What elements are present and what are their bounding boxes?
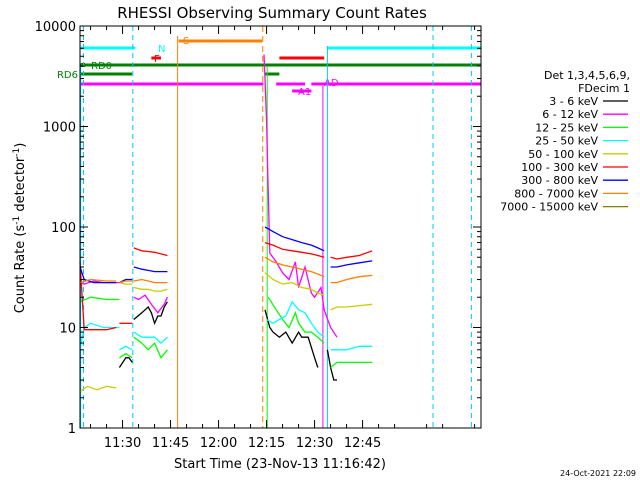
y-tick-label-0: 1 xyxy=(68,422,76,437)
flag-label-f: F xyxy=(154,54,160,65)
series-line-7-seg-1 xyxy=(119,280,133,284)
y-axis-label-tail: detector xyxy=(13,156,28,216)
series-layer xyxy=(79,54,373,393)
series-line-2-seg-0 xyxy=(79,296,120,303)
legend-label-0: 3 - 6 keV xyxy=(549,95,598,108)
series-line-3-seg-1 xyxy=(119,345,133,351)
chart-title: RHESSI Observing Summary Count Rates xyxy=(117,4,427,22)
footer-timestamp: 24-Oct-2021 22:09 xyxy=(560,469,636,478)
series-line-3-seg-2 xyxy=(133,331,168,344)
legend-label-7: 800 - 7000 keV xyxy=(514,187,598,200)
flag-label-a1: A1 xyxy=(298,87,311,98)
x-tick-label-3: 12:15 xyxy=(248,436,285,451)
series-line-3-seg-3 xyxy=(266,300,325,338)
y-axis-label-main: Count Rate (s xyxy=(13,225,28,314)
series-line-4-seg-1 xyxy=(119,281,133,285)
series-line-5-seg-3 xyxy=(264,241,325,258)
rd0-marker xyxy=(81,63,85,67)
legend-label-5: 100 - 300 keV xyxy=(521,161,598,174)
series-line-2-seg-3 xyxy=(267,296,325,344)
series-line-0-seg-1 xyxy=(133,301,168,326)
series-line-7-seg-2 xyxy=(133,278,168,284)
y-tick-label-3: 1000 xyxy=(43,121,76,136)
series-line-7-seg-0 xyxy=(79,278,117,284)
x-tick-label-2: 12:00 xyxy=(200,436,237,451)
y-axis-label-end: ) xyxy=(13,143,28,148)
series-line-6-seg-2 xyxy=(133,266,168,273)
series-line-5-seg-0 xyxy=(79,261,117,331)
legend-header-line-1: Det 1,3,4,5,6,9, xyxy=(544,69,630,82)
x-axis-label: Start Time (23-Nov-13 11:16:42) xyxy=(174,457,386,472)
y-tick-label-2: 100 xyxy=(51,221,76,236)
flag-label-rd6: RD6 xyxy=(57,70,78,81)
flag-label-ad: AD xyxy=(324,78,339,89)
series-line-4-seg-4 xyxy=(330,303,373,311)
y-tick-label-4: 10000 xyxy=(35,20,76,35)
series-line-0-seg-3 xyxy=(326,349,337,381)
series-line-2-seg-4 xyxy=(330,361,373,369)
series-line-6-seg-4 xyxy=(330,260,373,268)
legend-label-6: 300 - 800 keV xyxy=(521,174,598,187)
series-line-2-seg-1 xyxy=(119,352,133,359)
series-line-4-seg-0 xyxy=(79,385,117,393)
y-axis-label: Count Rate (s-1 detector-1) xyxy=(12,143,28,314)
axes-layer: 1 10 100 1000 10000 11:30 11:45 12:00 12:15 12:30… xyxy=(35,20,481,451)
x-tick-label-0: 11:30 xyxy=(104,436,141,451)
series-line-7-seg-4 xyxy=(330,274,373,284)
x-tick-label-4: 12:30 xyxy=(296,436,333,451)
flag-label-rd0: RD0 xyxy=(91,61,112,72)
series-line-6-seg-0 xyxy=(79,266,117,284)
y-tick-label-1: 10 xyxy=(59,322,76,337)
series-line-5-seg-2 xyxy=(133,247,168,257)
legend-header-line-2: FDecim 1 xyxy=(578,82,630,95)
legend-label-8: 7000 - 15000 keV xyxy=(500,201,598,214)
flag-label-s: S xyxy=(183,36,189,47)
series-line-7-seg-3 xyxy=(264,256,325,278)
y-axis-label-sup2: -1 xyxy=(12,148,22,157)
series-line-0-seg-2 xyxy=(264,309,319,368)
legend-label-2: 12 - 25 keV xyxy=(535,121,598,134)
legend-label-4: 50 - 100 keV xyxy=(528,148,598,161)
y-axis-label-sup: -1 xyxy=(12,216,22,225)
legend-label-3: 25 - 50 keV xyxy=(535,135,598,148)
series-line-2-seg-2 xyxy=(133,336,168,360)
series-line-4-seg-2 xyxy=(133,286,168,292)
x-tick-label-1: 11:45 xyxy=(152,436,189,451)
series-line-1-seg-1 xyxy=(133,294,168,314)
series-line-6-seg-3 xyxy=(264,226,325,252)
x-tick-label-5: 12:45 xyxy=(344,436,381,451)
series-line-3-seg-4 xyxy=(330,345,373,351)
legend-label-1: 6 - 12 keV xyxy=(542,108,598,121)
flag-label-n: N xyxy=(158,44,165,55)
series-line-4-seg-3 xyxy=(264,272,325,296)
orbit-flag-layer: RD0 RD6 NF S A1 AD xyxy=(57,36,481,98)
series-line-5-seg-4 xyxy=(330,250,373,260)
series-line-0-seg-0 xyxy=(118,357,133,368)
